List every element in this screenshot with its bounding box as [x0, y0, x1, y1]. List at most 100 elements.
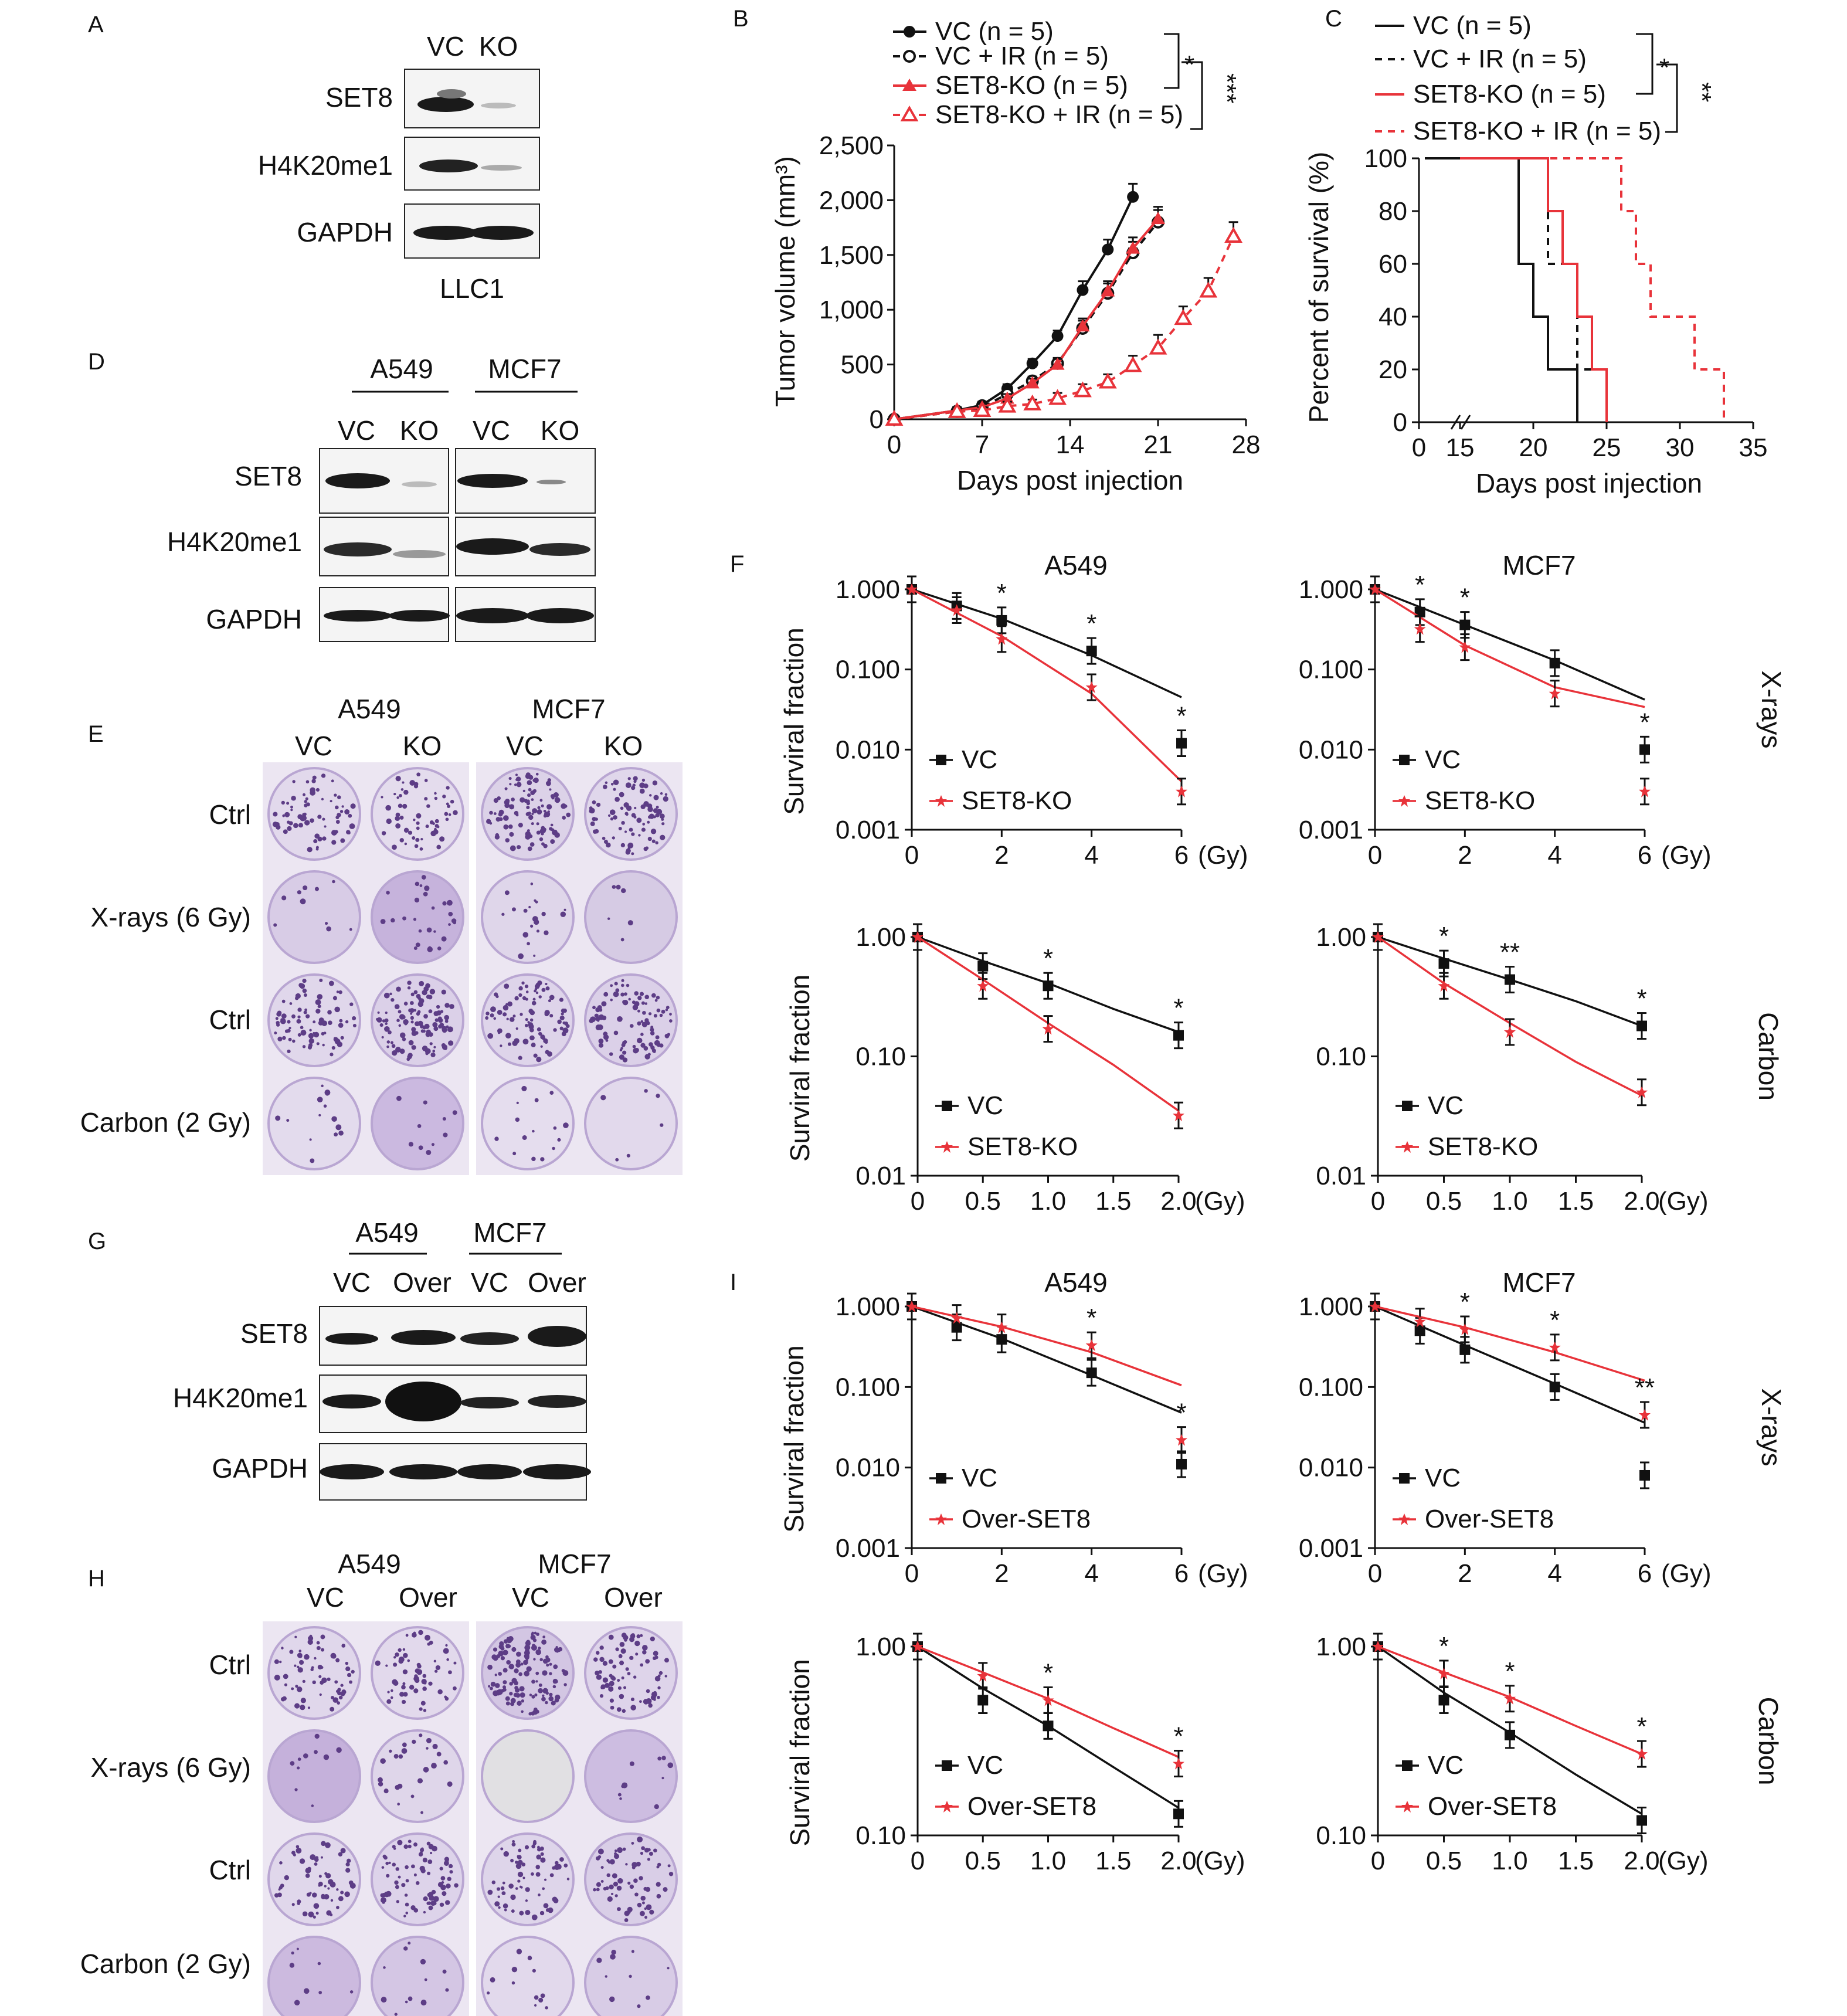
- colony-dot: [409, 1008, 415, 1013]
- colony-dot: [305, 780, 310, 784]
- colony-dot: [609, 1698, 614, 1703]
- colony-dot: [552, 1685, 556, 1689]
- colony-dot: [614, 1894, 618, 1898]
- colony-dot: [493, 1017, 497, 1020]
- x-tick-label: 0.5: [1426, 1847, 1462, 1875]
- colony-dot: [511, 797, 515, 802]
- colony-dot: [304, 820, 310, 826]
- colony-dot: [600, 1880, 604, 1883]
- colony-dot: [607, 1896, 613, 1902]
- colony-dot: [537, 809, 542, 815]
- colony-dot: [403, 1652, 408, 1658]
- colony-dot: [605, 1975, 607, 1978]
- x-unit-label: (Gy): [1658, 1187, 1709, 1216]
- panel-letter-e: E: [88, 721, 104, 747]
- colony-dot: [528, 788, 532, 792]
- colony-dot: [428, 1905, 433, 1910]
- colony-dot: [295, 996, 299, 1000]
- colony-dot: [539, 1846, 544, 1851]
- colony-dot: [420, 1811, 423, 1814]
- colony-dot: [516, 1949, 522, 1954]
- colony-dot: [610, 999, 613, 1002]
- colony-dot: [319, 978, 323, 982]
- colony-dot: [305, 1874, 310, 1878]
- colony-dot: [592, 800, 596, 805]
- colony-dot: [345, 1666, 351, 1672]
- colony-dot: [411, 1046, 414, 1048]
- data-point: [1549, 1382, 1560, 1393]
- colony-dot: [549, 1672, 552, 1675]
- colony-dot: [413, 918, 417, 921]
- legend-label: Over-SET8: [962, 1505, 1091, 1533]
- colony-dot: [273, 812, 278, 817]
- colony-dot: [595, 1671, 600, 1676]
- colony-dot: [550, 823, 554, 827]
- data-point: [1176, 1434, 1187, 1446]
- colony-dot: [402, 803, 408, 809]
- data-point: [1639, 744, 1650, 755]
- colony-dot: [399, 1032, 406, 1038]
- band: [457, 474, 528, 488]
- colony-dot: [619, 1048, 623, 1052]
- colony-dot: [521, 1085, 527, 1091]
- colony-dot: [433, 1046, 436, 1048]
- band: [528, 1395, 586, 1408]
- colony-dot: [603, 840, 608, 844]
- data-point: [1026, 357, 1038, 369]
- data-point: [1399, 1473, 1410, 1484]
- colony-dot: [660, 834, 666, 840]
- colony-dot: [330, 1053, 334, 1057]
- colony-dot: [351, 1669, 355, 1674]
- colony-dot: [392, 844, 397, 850]
- colony-dot: [418, 1630, 423, 1635]
- colony-dot: [392, 1050, 398, 1056]
- colony-dot: [500, 1886, 505, 1891]
- colony-dot: [527, 1956, 532, 1960]
- colony-dot: [415, 1021, 420, 1027]
- colony-dot: [641, 827, 646, 832]
- colony-dot: [559, 997, 563, 1002]
- colony-dot: [275, 1017, 279, 1020]
- colony-dot: [413, 1688, 419, 1693]
- colony-dot: [640, 992, 644, 996]
- colony-dot: [527, 829, 530, 832]
- sig-bracket: [1164, 33, 1180, 89]
- data-point: [1085, 1339, 1098, 1352]
- colony-dot: [401, 1883, 406, 1888]
- y-tick-label: 2,000: [819, 186, 884, 215]
- colony-dot: [508, 776, 512, 780]
- colony-dot: [595, 1016, 600, 1021]
- data-point: [935, 1513, 947, 1525]
- y-tick-label: 0.010: [1299, 735, 1363, 764]
- lane-label: VC: [338, 415, 375, 446]
- colony-dot: [615, 1647, 619, 1651]
- group-label-mcf7: MCF7: [488, 354, 561, 384]
- colony-dot: [519, 1910, 524, 1916]
- colony-dot: [526, 1666, 532, 1672]
- colony-dot: [653, 1014, 658, 1018]
- colony-dot: [294, 1788, 298, 1791]
- colony-dot: [651, 993, 656, 998]
- colony-dot: [640, 1634, 643, 1637]
- band: [413, 226, 478, 240]
- colony-dot: [529, 1027, 534, 1033]
- colony-dot: [419, 1733, 423, 1737]
- colony-dot: [515, 813, 519, 817]
- colony-dot: [536, 830, 541, 835]
- colony-dot: [315, 999, 321, 1006]
- colony-dot: [416, 1881, 420, 1885]
- colony-dot: [279, 1660, 282, 1664]
- colony-dot: [549, 1873, 554, 1878]
- colony-dot: [340, 1036, 344, 1040]
- sig-star: **: [1500, 938, 1520, 967]
- colony-dot: [520, 1662, 524, 1666]
- colony-dot: [538, 1997, 544, 2003]
- colony-dot: [546, 1663, 549, 1667]
- colony-dot: [419, 1865, 425, 1872]
- colony-dot: [283, 829, 288, 834]
- colony-dot: [444, 1003, 450, 1008]
- colony-dot: [542, 1694, 545, 1697]
- colony-dot: [445, 817, 449, 822]
- colony-dot: [641, 1846, 645, 1851]
